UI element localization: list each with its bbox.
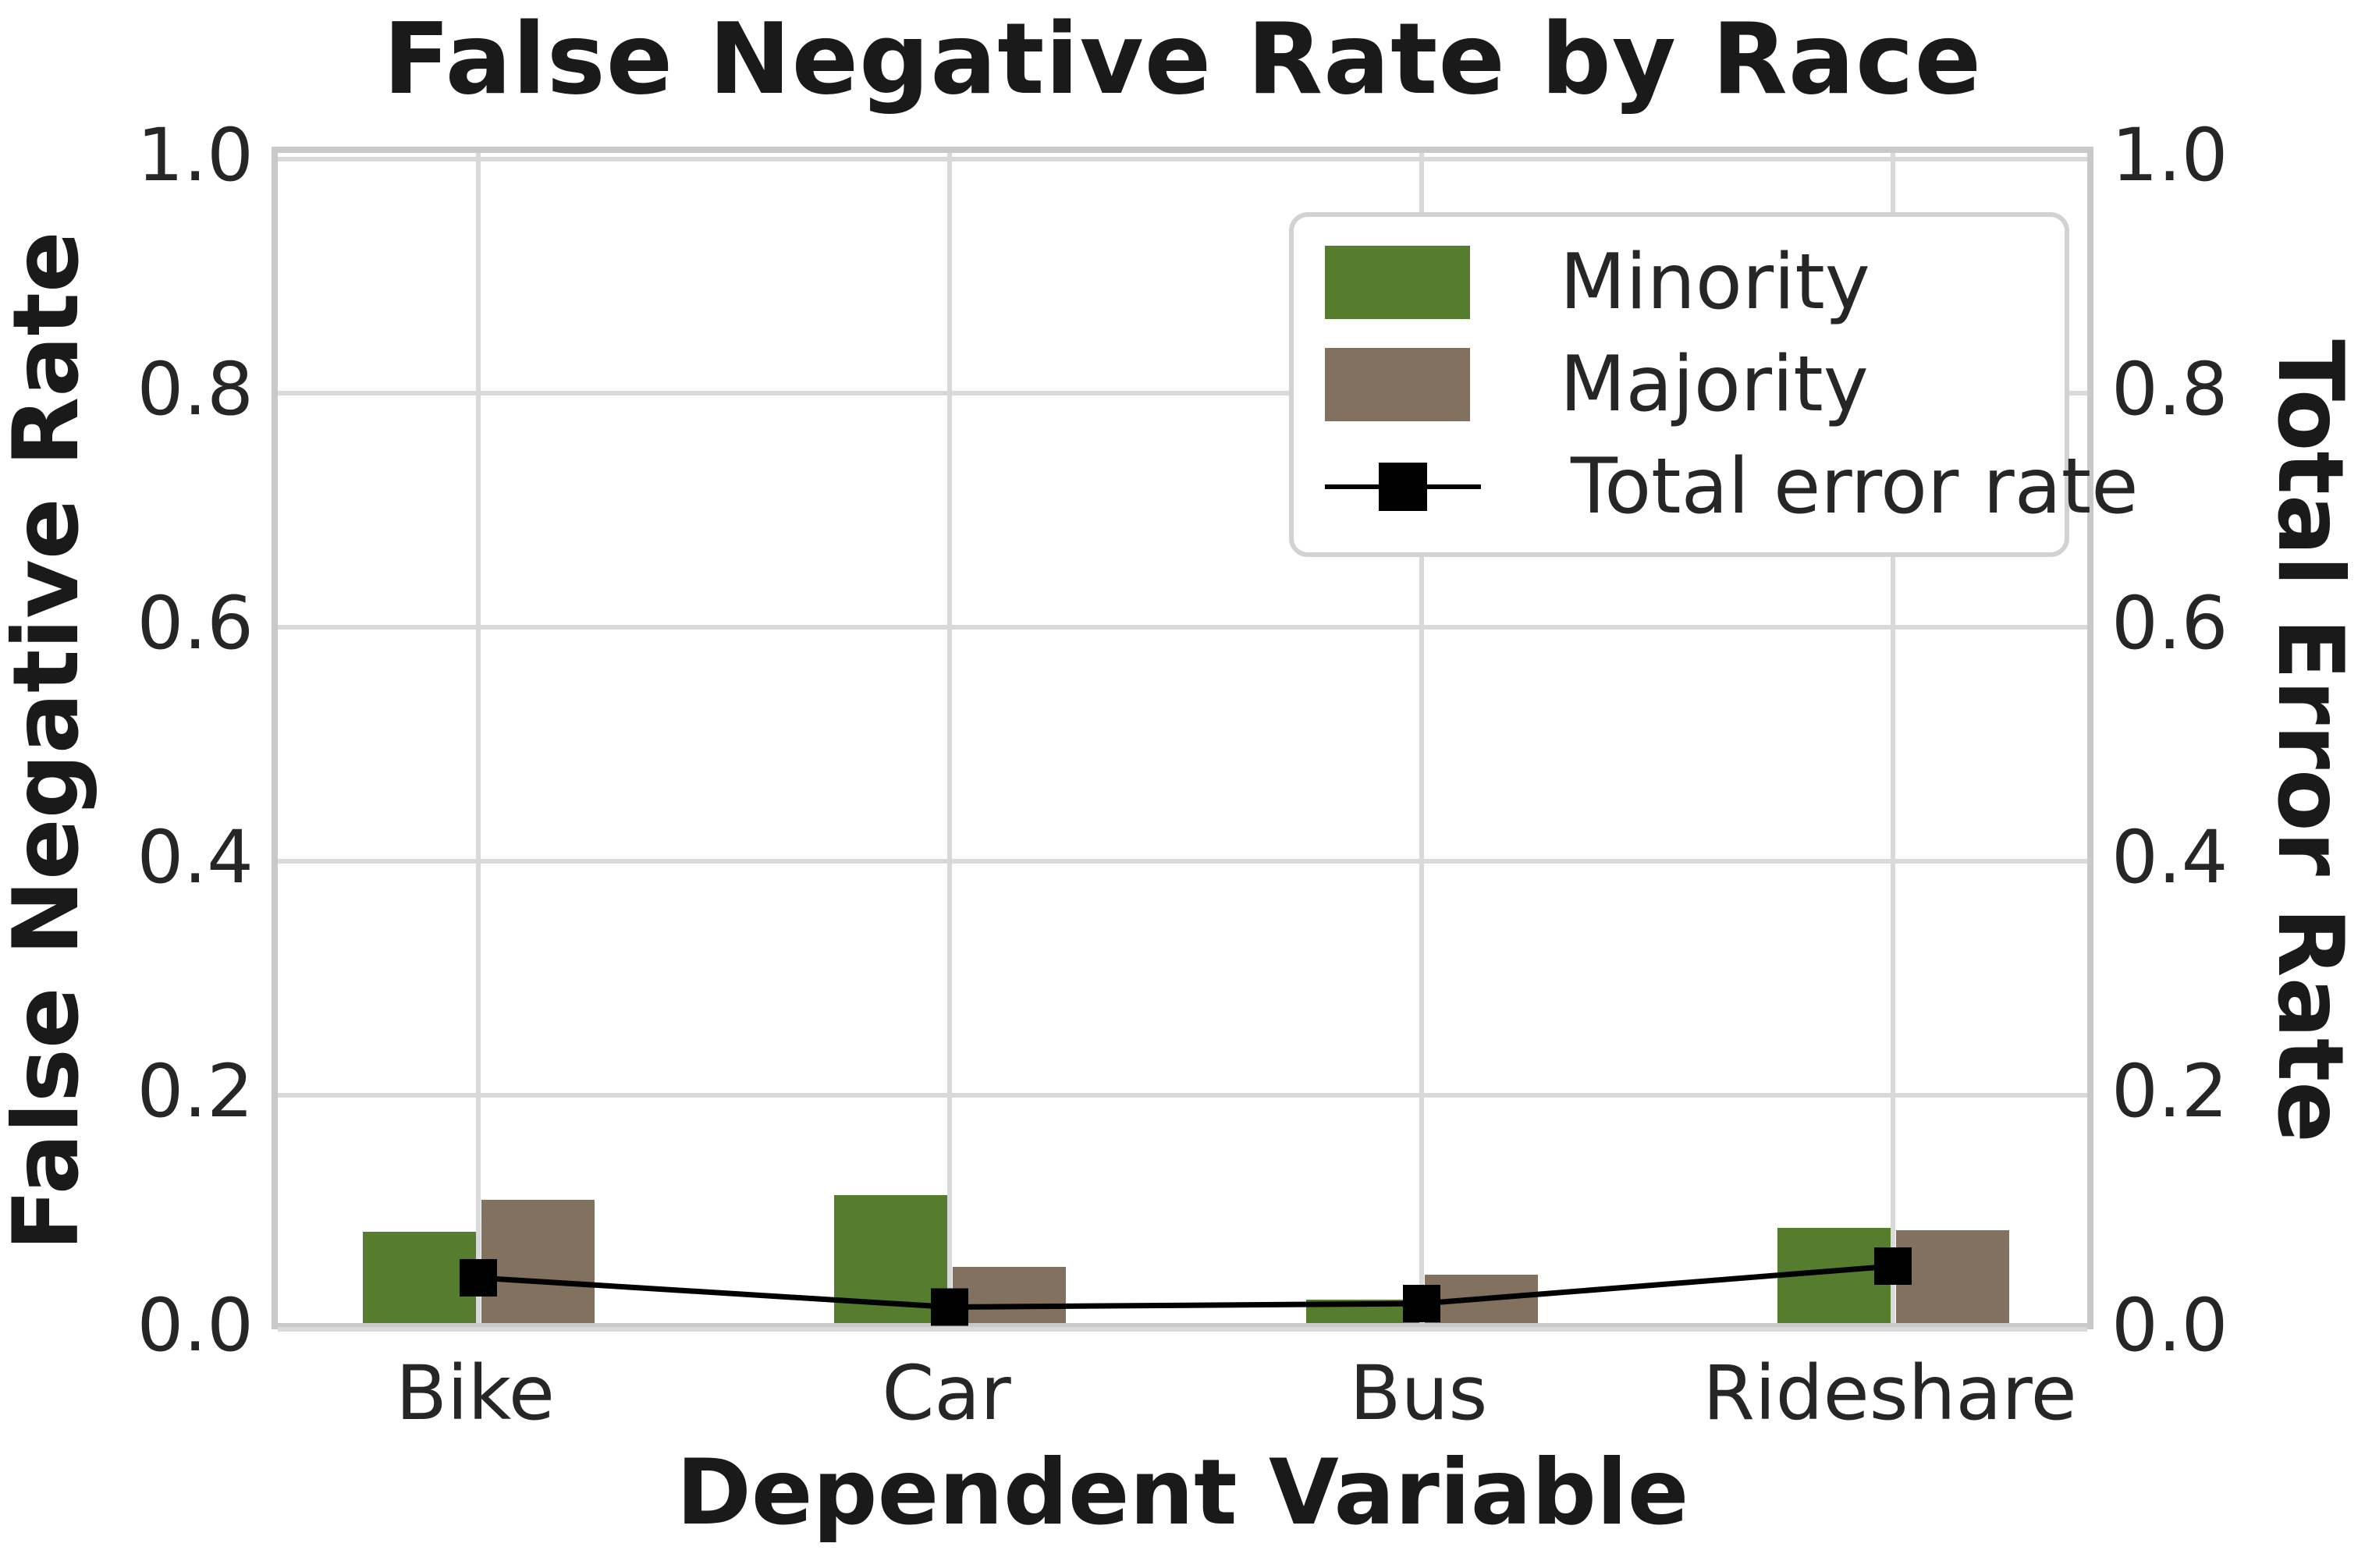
total-error-rate-marker <box>931 1288 968 1326</box>
x-tick-label-bus: Bus <box>1349 1350 1488 1437</box>
legend-swatch-majority <box>1325 347 1470 421</box>
left-y-tick-label: 0.6 <box>137 581 254 666</box>
legend: Minority Majority Total error rate <box>1289 212 2139 557</box>
gridline-vertical <box>476 153 481 1323</box>
legend-item-majority: Majority <box>1325 340 2065 429</box>
total-error-rate-line-layer <box>460 1247 1912 1326</box>
x-tick-label-rideshare: Rideshare <box>1703 1350 2077 1437</box>
right-y-tick-label: 0.6 <box>2111 581 2228 666</box>
legend-line-marker-icon <box>1325 450 1481 523</box>
gridline-horizontal <box>278 859 2087 864</box>
x-tick-label-bike: Bike <box>396 1350 555 1437</box>
plot-inner <box>278 153 2087 1332</box>
total-error-rate-line <box>478 1263 1894 1311</box>
bar-majority-car <box>953 1267 1066 1323</box>
gridline-horizontal <box>278 625 2087 630</box>
gridline-horizontal <box>278 391 2087 396</box>
total-error-rate-marker <box>1403 1285 1440 1322</box>
chart-title: False Negative Rate by Race <box>382 2 1983 116</box>
right-y-tick-label: 1.0 <box>2111 113 2228 198</box>
legend-item-minority: Minority <box>1325 238 2065 327</box>
gridline-vertical <box>1891 153 1895 1323</box>
bar-majority-rideshare <box>1896 1230 2009 1323</box>
total-error-rate-marker <box>460 1259 497 1297</box>
right-y-axis-label: Total Error Rate <box>2257 339 2363 1143</box>
gridline-horizontal <box>278 157 2087 161</box>
total-error-rate-marker <box>1874 1247 1912 1285</box>
gridline-vertical <box>1419 153 1424 1323</box>
x-tick-label-car: Car <box>882 1350 1011 1437</box>
left-y-tick-label: 1.0 <box>137 113 254 198</box>
left-y-tick-label: 0.0 <box>137 1283 254 1368</box>
legend-item-total-error-rate: Total error rate <box>1325 442 2139 531</box>
bar-majority-bike <box>481 1200 595 1323</box>
left-y-tick-label: 0.8 <box>137 347 254 432</box>
right-y-tick-label: 0.0 <box>2111 1283 2228 1368</box>
right-y-tick-label: 0.2 <box>2111 1049 2228 1134</box>
legend-swatch-minority <box>1325 245 1470 319</box>
left-y-tick-label: 0.2 <box>137 1049 254 1134</box>
gridline-vertical <box>947 153 952 1323</box>
legend-label: Minority <box>1560 237 1870 327</box>
left-y-tick-label: 0.4 <box>137 815 254 900</box>
legend-label: Total error rate <box>1571 442 2139 532</box>
x-axis-label: Dependent Variable <box>676 1440 1689 1545</box>
legend-square-marker-icon <box>1379 463 1427 512</box>
bar-minority-bike <box>363 1232 476 1323</box>
left-y-axis-label: False Negative Rate <box>0 231 99 1251</box>
gridline-horizontal <box>278 1093 2087 1098</box>
right-y-tick-label: 0.8 <box>2111 347 2228 432</box>
legend-label: Majority <box>1560 339 1869 429</box>
gridline-horizontal <box>278 1327 2087 1332</box>
right-y-tick-label: 0.4 <box>2111 815 2228 900</box>
